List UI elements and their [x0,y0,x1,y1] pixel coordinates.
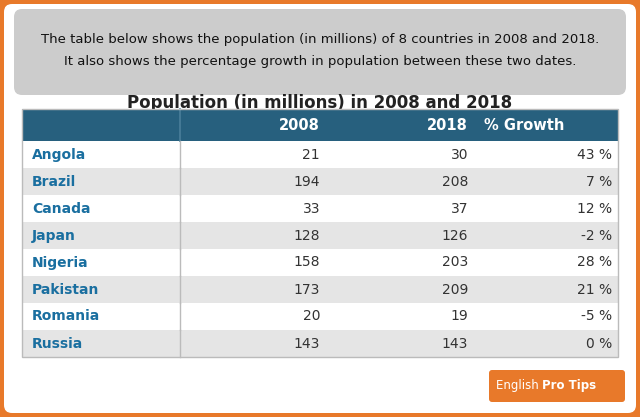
Bar [22,168,618,195]
Bar [22,109,618,141]
Text: 194: 194 [294,174,320,188]
FancyBboxPatch shape [489,370,625,402]
Text: 2018: 2018 [427,118,468,133]
Text: Nigeria: Nigeria [32,256,88,269]
Bar [22,222,618,249]
Bar [22,195,618,222]
Text: 126: 126 [442,229,468,243]
FancyBboxPatch shape [14,9,626,95]
Text: Brazil: Brazil [32,174,76,188]
Text: 0 %: 0 % [586,337,612,351]
Bar [22,141,618,168]
Text: 143: 143 [294,337,320,351]
Text: Canada: Canada [32,201,90,216]
Text: It also shows the percentage growth in population between these two dates.: It also shows the percentage growth in p… [64,55,576,68]
Bar [22,276,618,303]
Text: 128: 128 [294,229,320,243]
Bar [22,303,618,330]
Text: -5 %: -5 % [581,309,612,324]
Text: The table below shows the population (in millions) of 8 countries in 2008 and 20: The table below shows the population (in… [41,33,599,45]
Text: 7 %: 7 % [586,174,612,188]
Text: 37: 37 [451,201,468,216]
Text: Pakistan: Pakistan [32,282,99,296]
Text: 203: 203 [442,256,468,269]
Text: 30: 30 [451,148,468,161]
Text: 143: 143 [442,337,468,351]
Text: Russia: Russia [32,337,83,351]
Text: 20: 20 [303,309,320,324]
Text: 209: 209 [442,282,468,296]
Text: 158: 158 [294,256,320,269]
Text: 21: 21 [302,148,320,161]
Text: 43 %: 43 % [577,148,612,161]
Bar [22,109,618,357]
Bar [22,249,618,276]
Text: 173: 173 [294,282,320,296]
Text: 21 %: 21 % [577,282,612,296]
Text: Angola: Angola [32,148,86,161]
Text: English: English [496,379,543,392]
Text: Romania: Romania [32,309,100,324]
Text: % Growth: % Growth [484,118,564,133]
Text: 28 %: 28 % [577,256,612,269]
FancyBboxPatch shape [4,4,636,413]
Text: Population (in millions) in 2008 and 2018: Population (in millions) in 2008 and 201… [127,94,513,112]
Text: Pro Tips: Pro Tips [542,379,596,392]
Text: 33: 33 [303,201,320,216]
Text: Japan: Japan [32,229,76,243]
Text: 208: 208 [442,174,468,188]
Text: 12 %: 12 % [577,201,612,216]
Text: 2008: 2008 [279,118,320,133]
Text: -2 %: -2 % [581,229,612,243]
Text: 19: 19 [451,309,468,324]
Bar [22,330,618,357]
